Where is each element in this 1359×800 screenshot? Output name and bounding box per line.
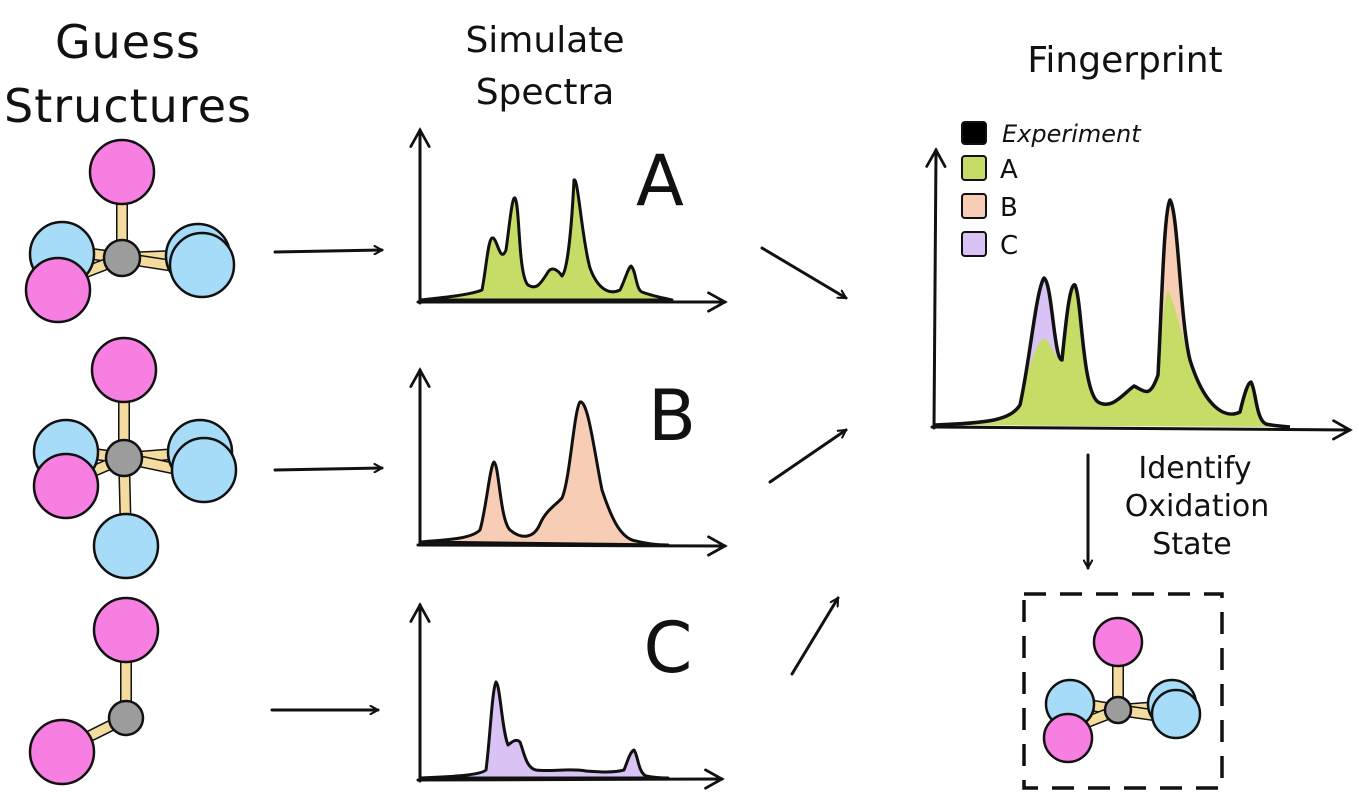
metal-center-atom: [1103, 695, 1133, 725]
pink-ligand-atom: [1092, 616, 1144, 668]
metal-center-atom: [102, 238, 142, 278]
legend-label-experiment: Experiment: [1002, 120, 1142, 148]
legend-swatch-experiment: [961, 121, 987, 145]
pink-ligand-atom: [28, 718, 96, 786]
heading-fingerprint: Fingerprint: [1027, 40, 1222, 81]
spectrum-b-label: B: [648, 375, 696, 457]
spectrum-c-curve: [418, 680, 670, 780]
heading-simulate: Simulate: [465, 20, 624, 61]
fingerprint-experiment-curve: [934, 198, 1291, 429]
spectrum-a-curve: [418, 178, 674, 302]
fingerprint-y-axis: [925, 147, 947, 430]
arrow-b-to-fingerprint: [768, 428, 846, 484]
spectrum-a-plot: A: [409, 127, 728, 313]
spectrum-b-plot: B: [409, 367, 728, 557]
blue-ligand-atom: [92, 512, 160, 580]
legend-swatch-b: [961, 193, 987, 219]
spectrum-c-x-axis: [416, 768, 725, 790]
pink-ligand-atom: [24, 256, 92, 324]
identify-line-3: State: [1152, 527, 1231, 562]
identified-structure-box: [1022, 592, 1224, 790]
fingerprint-plot: [925, 147, 1353, 441]
metal-center-atom: [107, 699, 145, 737]
spectrum-b-curve: [418, 400, 670, 547]
blue-ligand-atom: [168, 231, 236, 299]
heading-guess: Guess: [55, 15, 201, 69]
spectrum-a-label: A: [636, 140, 684, 222]
identified-molecule: [1042, 616, 1202, 764]
molecule-structure-a: [24, 138, 236, 324]
legend-label-b: B: [1000, 193, 1018, 223]
simulate-spectra-heading: Simulate Spectra: [465, 20, 624, 113]
fingerprint-b-fill: [935, 200, 1290, 427]
heading-structures: Structures: [4, 79, 252, 133]
arrow-a-to-fingerprint: [760, 246, 846, 300]
legend-swatch-c: [961, 231, 987, 257]
legend-label-c: C: [1000, 231, 1018, 261]
fingerprint-c-fill: [935, 200, 1290, 427]
metal-center-atom: [104, 438, 144, 478]
pink-ligand-atom: [92, 596, 160, 664]
identify-oxidation-state-text: Identify Oxidation State: [1125, 451, 1270, 562]
legend-swatch-a: [961, 155, 987, 181]
legend-label-a: A: [1000, 155, 1018, 185]
pink-ligand-atom: [88, 138, 156, 206]
fingerprint-a-fill: [935, 284, 1290, 427]
pink-ligand-atom: [32, 452, 100, 520]
spectrum-c-label: C: [644, 607, 693, 689]
heading-spectra: Spectra: [476, 72, 615, 113]
identify-line-1: Identify: [1138, 451, 1251, 486]
pink-ligand-atom: [90, 336, 158, 404]
blue-ligand-atom: [1150, 688, 1202, 740]
identify-line-2: Oxidation: [1125, 489, 1270, 524]
blue-ligand-atom: [170, 436, 238, 504]
molecule-structure-c: [28, 596, 160, 786]
arrow-to-spectrum-a: [273, 250, 382, 252]
arrow-to-spectrum-b: [273, 468, 382, 470]
molecule-structure-b: [32, 336, 238, 580]
pink-ligand-atom: [1042, 712, 1094, 764]
spectrum-b-x-axis: [416, 535, 728, 557]
fingerprint-legend: Experiment A B C: [961, 120, 1142, 261]
fingerprint-x-axis: [930, 419, 1353, 441]
spectrum-c-plot: C: [409, 602, 725, 790]
arrow-c-to-fingerprint: [790, 598, 840, 676]
guess-structures-heading: Guess Structures: [4, 15, 252, 133]
